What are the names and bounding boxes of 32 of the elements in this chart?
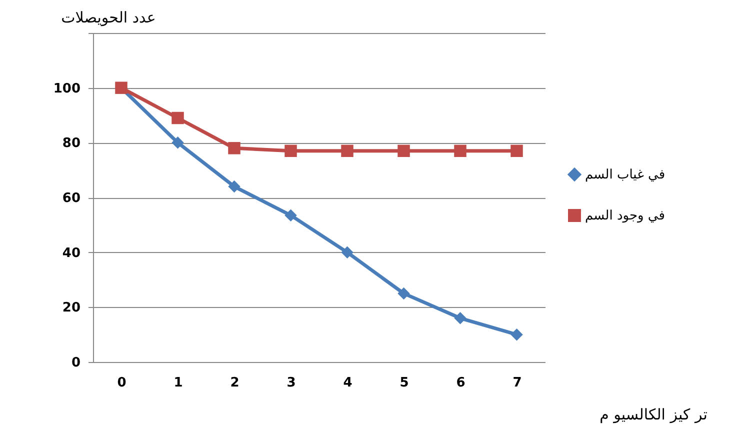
y-tick-label: 60 (62, 191, 80, 206)
x-axis-title: تر كيز الكالسيو م (600, 406, 708, 424)
point (172, 136, 184, 149)
point (454, 312, 466, 324)
legend-label: في وجود السم (585, 208, 665, 224)
point (454, 144, 466, 158)
point (341, 246, 354, 258)
x-tick-label: 0 (117, 376, 126, 390)
y-tick-label: 20 (62, 300, 80, 316)
point (510, 144, 523, 158)
x-tick-label: 5 (400, 376, 409, 390)
point (228, 180, 240, 193)
point (510, 328, 523, 341)
point (284, 144, 297, 158)
x-tick-label: 7 (512, 376, 522, 390)
y-tick-label: 0 (71, 356, 80, 370)
y-tick-label: 100 (53, 81, 80, 96)
y-axis-title: عدد الحويصلات (61, 8, 156, 26)
point (228, 142, 240, 154)
x-tick-label: 2 (230, 376, 240, 390)
point (172, 112, 184, 124)
x-tick-label: 4 (343, 376, 352, 390)
y-tick-label: 40 (62, 246, 80, 261)
point (341, 144, 354, 158)
point (398, 144, 410, 158)
x-tick-label: 6 (456, 376, 466, 390)
x-tick-label: 3 (286, 376, 296, 390)
x-tick-label: 1 (174, 376, 183, 390)
legend-label: في غياب السم (585, 168, 666, 182)
point (284, 209, 297, 222)
y-tick-label: 80 (62, 136, 80, 152)
point (398, 287, 410, 300)
